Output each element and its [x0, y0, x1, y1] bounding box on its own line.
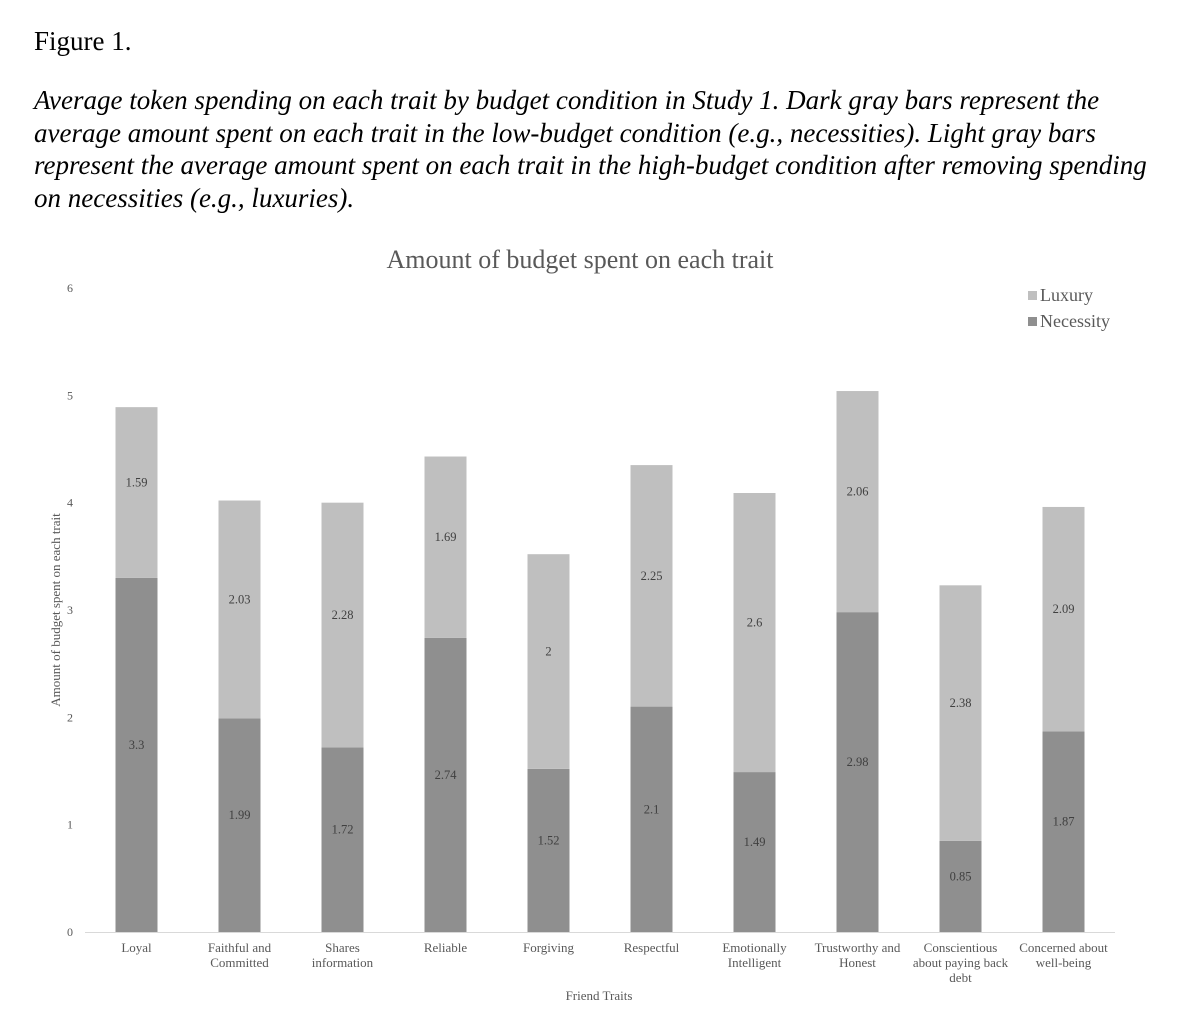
legend-swatch-luxury	[1028, 291, 1037, 300]
data-label: 1.72	[332, 823, 354, 837]
bar-necessity	[527, 768, 570, 932]
x-tick-label: Trustworthy and Honest	[815, 940, 901, 970]
data-label: 1.87	[1053, 815, 1075, 829]
data-label: 1.59	[126, 475, 148, 489]
bar-luxury	[218, 500, 261, 719]
bar-necessity	[836, 612, 879, 932]
data-label: 1.99	[229, 808, 251, 822]
y-tick-label: 3	[67, 603, 73, 617]
bar-necessity	[733, 772, 776, 932]
data-label: 2.6	[747, 616, 763, 630]
chart-title: Amount of budget spent on each trait	[386, 245, 774, 274]
legend-swatch-necessity	[1028, 317, 1037, 326]
bar-luxury	[939, 585, 982, 841]
data-label: 2.25	[641, 569, 663, 583]
x-tick-label: Concerned about well-being	[1019, 940, 1108, 970]
legend-label-luxury: Luxury	[1040, 285, 1093, 305]
data-label: 2.06	[847, 485, 869, 499]
figure-caption: Average token spending on each trait by …	[34, 85, 1147, 213]
y-tick-label: 4	[67, 496, 73, 510]
bar-luxury	[321, 502, 364, 748]
data-label: 2	[545, 645, 551, 659]
x-axis-label: Friend Traits	[566, 988, 633, 1003]
x-tick-label: Reliable	[424, 940, 468, 955]
x-axis: Loyal Faithful and Committed Shares informat…	[85, 932, 1115, 985]
data-label: 1.52	[538, 833, 560, 847]
bar-necessity	[218, 718, 261, 932]
y-tick-label: 2	[67, 710, 73, 724]
bar-luxury	[1042, 506, 1085, 732]
data-label: 2.09	[1053, 602, 1075, 616]
x-tick-label: Forgiving	[523, 940, 575, 955]
x-tick-label: Conscientious about paying back debt	[913, 940, 1009, 985]
data-label: 0.85	[950, 869, 972, 883]
bar-luxury	[527, 554, 570, 769]
legend: Luxury Necessity	[1028, 285, 1110, 331]
data-label: 2.74	[435, 768, 458, 782]
y-tick-label: 6	[67, 281, 73, 295]
bars: 3.3 1.59 1.99 2.03 1.72 2.28 2.74 1.69 1.52 2 2.1 2…	[115, 391, 1085, 932]
data-label: 2.1	[644, 802, 660, 816]
bar-necessity	[115, 577, 158, 932]
data-label: 2.03	[229, 592, 251, 606]
data-label: 3.3	[129, 738, 145, 752]
data-label: 1.69	[435, 530, 457, 544]
legend-label-necessity: Necessity	[1040, 311, 1110, 331]
x-tick-label: Respectful	[624, 940, 680, 955]
y-tick-label: 1	[67, 818, 73, 832]
bar-necessity	[1042, 731, 1085, 932]
bar-luxury	[836, 391, 879, 613]
y-tick-label: 0	[67, 925, 73, 939]
y-tick-label: 5	[67, 388, 73, 402]
data-label: 2.28	[332, 608, 354, 622]
data-label: 1.49	[744, 835, 766, 849]
bar-luxury	[630, 465, 673, 707]
bar-luxury	[733, 493, 776, 773]
bar-luxury	[115, 407, 158, 578]
x-tick-label: Emotionally Intelligent	[722, 940, 787, 970]
x-tick-label: Shares information	[312, 940, 374, 970]
data-label: 2.38	[950, 696, 972, 710]
bar-necessity	[321, 747, 364, 932]
figure-label: Figure 1.	[34, 26, 132, 56]
data-label: 2.98	[847, 755, 869, 769]
bar-necessity	[630, 706, 673, 932]
bar-necessity	[424, 637, 467, 932]
x-tick-label: Faithful and Committed	[208, 940, 272, 970]
bar-necessity	[939, 840, 982, 932]
bar-luxury	[424, 456, 467, 638]
y-axis: 0 1 2 3 4 5 6	[67, 281, 73, 939]
y-axis-label: Amount of budget spent on each trait	[48, 513, 63, 707]
x-tick-label: Loyal	[121, 940, 152, 955]
